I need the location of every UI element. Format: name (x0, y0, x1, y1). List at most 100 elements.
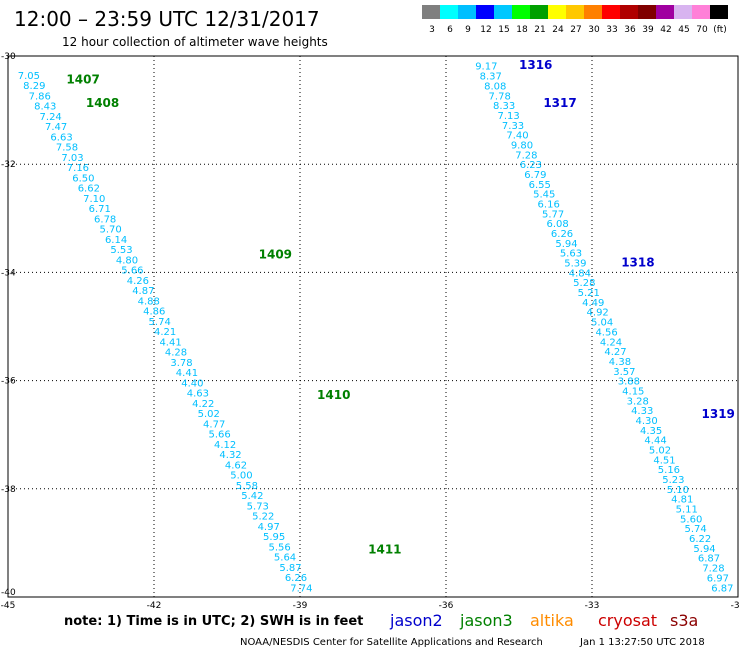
y-tick-label: -38 (1, 485, 16, 495)
pass-number-label: 1318 (621, 256, 654, 270)
wave-height-value: 4.62 (225, 460, 247, 471)
satellite-legend-jason3: jason3 (459, 611, 513, 630)
wave-height-value: 3.57 (613, 367, 635, 378)
wave-height-value: 4.77 (203, 419, 225, 430)
colorbar-swatch (458, 5, 476, 19)
colorbar-label: 15 (498, 25, 509, 35)
wave-height-value: 7.33 (502, 121, 524, 132)
wave-height-value: 5.58 (236, 481, 258, 492)
wave-height-value: 7.10 (83, 194, 105, 205)
colorbar-label: (ft) (713, 25, 727, 35)
wave-height-value: 6.22 (689, 534, 711, 545)
wave-height-value: 5.39 (564, 259, 586, 270)
wave-height-value: 5.94 (693, 544, 715, 555)
wave-height-value: 6.14 (105, 235, 127, 246)
wave-height-value: 6.26 (285, 573, 307, 584)
wave-height-value: 5.11 (676, 505, 698, 516)
chart-title: 12:00 – 23:59 UTC 12/31/2017 (14, 7, 320, 31)
wave-height-value: 6.26 (551, 229, 573, 240)
wave-height-value: 5.04 (591, 318, 613, 329)
wave-height-value: 5.63 (560, 249, 582, 260)
wave-height-value: 6.55 (529, 180, 551, 191)
pass-number-label: 1407 (66, 73, 99, 87)
colorbar-label: 36 (624, 25, 636, 35)
wave-height-value: 7.28 (515, 150, 537, 161)
wave-height-value: 4.51 (653, 455, 675, 466)
wave-height-value: 6.50 (72, 173, 94, 184)
y-tick-label: -40 (1, 588, 16, 598)
footer-credit: NOAA/NESDIS Center for Satellite Applica… (240, 637, 543, 648)
wave-height-value: 6.87 (698, 554, 720, 565)
wave-height-value: 5.73 (247, 501, 269, 512)
wave-height-value: 4.22 (192, 399, 214, 410)
wave-height-value: 5.87 (279, 563, 301, 574)
x-tick-label: -42 (147, 601, 162, 611)
plot-frame (7, 55, 739, 598)
x-tick-label: -33 (585, 601, 600, 611)
colorbar-label: 6 (447, 25, 453, 35)
y-tick-label: -30 (1, 52, 16, 62)
colorbar-label: 42 (660, 25, 671, 35)
wave-height-value: 6.23 (520, 160, 542, 171)
colorbar-legend: 3 6 9 12 15 18 21 24 27 30 33 36 39 42 45 70 (ft) (422, 5, 728, 35)
footer-note: note: 1) Time is in UTC; 2) SWH is in fe… (64, 614, 363, 629)
colorbar-label: 9 (465, 25, 471, 35)
wave-height-value: 5.64 (274, 553, 296, 564)
satellite-legend-cryosat: cryosat (598, 611, 657, 630)
wave-height-value: 4.63 (187, 389, 209, 400)
wave-height-value: 7.24 (40, 112, 62, 123)
wave-height-value: 5.42 (241, 491, 263, 502)
colorbar-swatch (656, 5, 674, 19)
wave-height-value: 7.28 (702, 564, 724, 575)
wave-height-value: 4.32 (219, 450, 241, 461)
colorbar-label: 70 (696, 25, 708, 35)
colorbar-swatch (584, 5, 602, 19)
colorbar-label: 33 (606, 25, 617, 35)
wave-height-value: 5.23 (662, 475, 684, 486)
wave-height-value: 5.28 (573, 278, 595, 289)
wave-height-value: 7.58 (56, 143, 78, 154)
wave-height-value: 5.74 (149, 317, 171, 328)
wave-height-value: 8.33 (493, 101, 515, 112)
wave-height-value: 4.49 (582, 298, 604, 309)
wave-height-value: 5.00 (230, 471, 252, 482)
wave-height-value: 4.84 (569, 268, 591, 279)
y-tick-label: -32 (1, 160, 16, 170)
colorbar-swatch (422, 5, 440, 19)
wave-height-value: 4.24 (600, 337, 622, 348)
chart-subtitle: 12 hour collection of altimeter wave hei… (62, 35, 328, 49)
plot-area: -45-42-39-36-33-30-30-32-34-36-38-407.05… (1, 52, 740, 611)
wave-height-value: 7.74 (290, 583, 312, 594)
wave-height-value: 5.66 (209, 430, 231, 441)
pass-number-label: 1409 (259, 247, 292, 261)
wave-height-value: 5.45 (533, 190, 555, 201)
colorbar-swatch (530, 5, 548, 19)
wave-height-value: 4.26 (127, 276, 149, 287)
colorbar-swatch (692, 5, 710, 19)
wave-height-value: 7.47 (45, 122, 67, 133)
wave-height-value: 6.79 (524, 170, 546, 181)
series-jason3: 7.058.297.868.437.247.476.637.587.037.16… (18, 71, 402, 594)
wave-height-value: 4.92 (587, 308, 609, 319)
satellite-legend-jason2: jason2 (389, 611, 443, 630)
wave-height-value: 7.16 (67, 163, 89, 174)
wave-height-value: 5.94 (555, 239, 577, 250)
wave-height-value: 7.78 (489, 91, 511, 102)
colorbar-swatch (602, 5, 620, 19)
wave-height-value: 6.78 (94, 214, 116, 225)
wave-height-value: 6.62 (78, 184, 100, 195)
wave-height-value: 3.78 (170, 358, 192, 369)
colorbar-label: 30 (588, 25, 600, 35)
wave-height-value: 9.80 (511, 140, 533, 151)
wave-height-value: 3.28 (627, 396, 649, 407)
wave-height-value: 8.37 (480, 72, 502, 83)
pass-number-label: 1319 (702, 407, 735, 421)
colorbar-swatch (440, 5, 458, 19)
colorbar-label: 39 (642, 25, 654, 35)
x-tick-label: -30 (731, 601, 740, 611)
colorbar-swatch (710, 5, 728, 19)
wave-height-value: 5.21 (578, 288, 600, 299)
wave-height-value: 5.02 (649, 446, 671, 457)
wave-height-value: 4.12 (214, 440, 236, 451)
